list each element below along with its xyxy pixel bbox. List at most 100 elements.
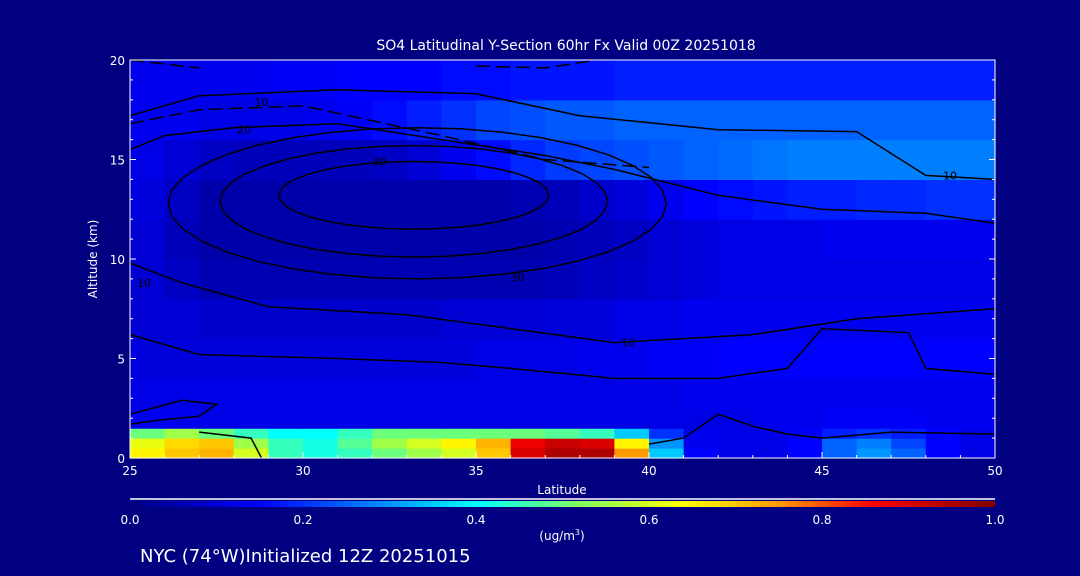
heatmap-cell: [233, 139, 269, 180]
heatmap-cell: [925, 408, 961, 429]
heatmap-cell: [510, 378, 546, 409]
heatmap-cell: [268, 60, 304, 101]
heatmap-cell: [579, 448, 615, 459]
heatmap-cell: [683, 259, 719, 300]
heatmap-cell: [199, 219, 235, 260]
heatmap-cell: [718, 338, 754, 379]
heatmap-cell: [891, 428, 927, 439]
heatmap-cell: [787, 298, 823, 340]
heatmap-cell: [337, 378, 373, 409]
heatmap-cell: [130, 408, 166, 429]
heatmap-cell: [406, 338, 442, 379]
heatmap-cell: [199, 448, 235, 459]
heatmap-cell: [822, 139, 858, 180]
heatmap-cell: [441, 259, 477, 300]
contour-line: [648, 413, 996, 445]
heatmap-cell: [579, 179, 615, 220]
heatmap-cell: [164, 448, 200, 459]
heatmap-cell: [718, 438, 754, 449]
heatmap-cell: [649, 438, 685, 449]
contour-label: 10: [137, 277, 151, 290]
heatmap-cell: [476, 448, 512, 459]
heatmap-cell: [683, 378, 719, 409]
heatmap-cell: [856, 139, 892, 180]
heatmap-cell: [510, 438, 546, 449]
heatmap-cell: [787, 378, 823, 409]
heatmap-cell: [752, 99, 788, 141]
heatmap-cell: [130, 60, 166, 101]
heatmap-cell: [752, 139, 788, 180]
y-tick-label: 5: [117, 353, 125, 367]
heatmap-cell: [752, 428, 788, 439]
heatmap-cell: [164, 219, 200, 260]
heatmap-cell: [649, 139, 685, 180]
heatmap-cell: [787, 428, 823, 439]
heatmap-cell: [856, 99, 892, 141]
heatmap-cell: [199, 60, 235, 101]
heatmap-cell: [891, 259, 927, 300]
heatmap-cell: [822, 219, 858, 260]
heatmap-cell: [579, 60, 615, 101]
heatmap-cell: [718, 298, 754, 340]
heatmap-cell: [372, 438, 408, 449]
heatmap-cell: [372, 298, 408, 340]
heatmap-cell: [476, 428, 512, 439]
heatmap-cell: [164, 438, 200, 449]
heatmap-cell: [545, 378, 581, 409]
heatmap-cell: [164, 428, 200, 439]
heatmap-cell: [752, 438, 788, 449]
heatmap-cell: [303, 219, 339, 260]
heatmap-cell: [579, 428, 615, 439]
heatmap-cell: [406, 99, 442, 141]
heatmap-cell: [925, 378, 961, 409]
contour-label: 10: [943, 169, 957, 182]
heatmap-cell: [856, 179, 892, 220]
heatmap-cell: [649, 378, 685, 409]
colorbar-tick-label: 0.0: [120, 513, 139, 527]
heatmap-cell: [579, 99, 615, 141]
heatmap-cell: [925, 448, 961, 459]
heatmap-cell: [406, 408, 442, 429]
heatmap-cell: [614, 378, 650, 409]
heatmap-cell: [476, 408, 512, 429]
colorbar-tick-label: 0.8: [812, 513, 831, 527]
heatmap-cell: [406, 219, 442, 260]
heatmap-cell: [752, 60, 788, 101]
heatmap-cell: [545, 60, 581, 101]
heatmap-cell: [441, 408, 477, 429]
heatmap-cell: [406, 179, 442, 220]
heatmap-cell: [683, 448, 719, 459]
heatmap-cell: [406, 60, 442, 101]
heatmap-cell: [476, 99, 512, 141]
heatmap-cell: [441, 428, 477, 439]
heatmap-cell: [372, 338, 408, 379]
heatmap-cell: [441, 298, 477, 340]
heatmap-cell: [337, 298, 373, 340]
heatmap-cell: [683, 60, 719, 101]
heatmap-cell: [925, 298, 961, 340]
heatmap-cell: [614, 448, 650, 459]
heatmap-cell: [199, 338, 235, 379]
x-tick-label: 30: [295, 464, 310, 478]
heatmap-cell: [303, 60, 339, 101]
heatmap-cell: [856, 219, 892, 260]
contour-line: [129, 327, 996, 380]
heatmap-cell: [130, 99, 166, 141]
heatmap-cell: [614, 298, 650, 340]
heatmap-cell: [960, 60, 996, 101]
heatmap-cell: [164, 338, 200, 379]
heatmap-cell: [579, 438, 615, 449]
heatmap-cell: [925, 219, 961, 260]
contour-line: [199, 431, 263, 459]
heatmap-cell: [683, 179, 719, 220]
heatmap-cell: [233, 438, 269, 449]
heatmap-cell: [683, 219, 719, 260]
heatmap-cell: [960, 378, 996, 409]
heatmap-cell: [614, 60, 650, 101]
heatmap-cell: [649, 428, 685, 439]
heatmap-cell: [233, 378, 269, 409]
colorbar-tick-label: 0.6: [639, 513, 658, 527]
heatmap-cell: [683, 428, 719, 439]
heatmap-cell: [822, 408, 858, 429]
heatmap-cell: [545, 179, 581, 220]
